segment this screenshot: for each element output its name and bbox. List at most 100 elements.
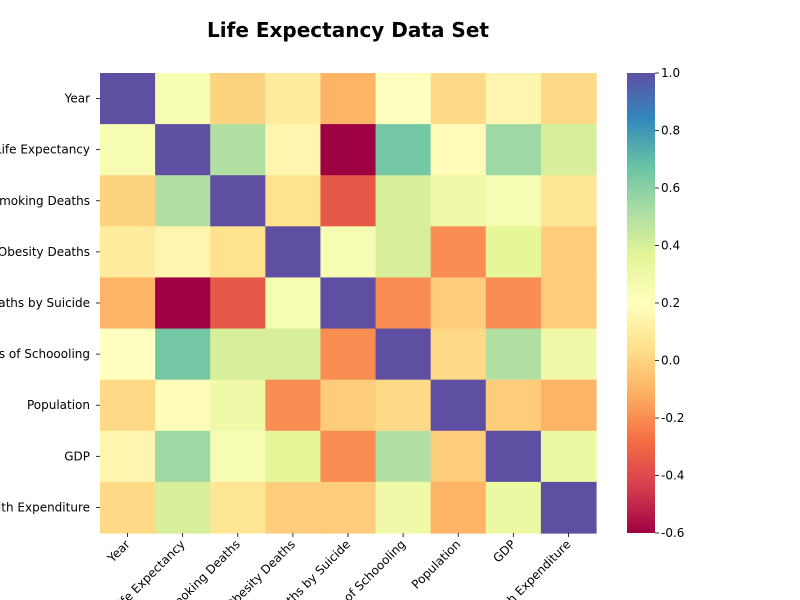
heatmap-cell bbox=[320, 124, 377, 176]
heatmap-cell bbox=[430, 73, 487, 125]
heatmap-cell bbox=[375, 175, 432, 227]
heatmap-cell bbox=[265, 175, 322, 227]
heatmap-cell bbox=[100, 73, 156, 125]
heatmap-cell bbox=[430, 430, 487, 483]
heatmap-cell bbox=[265, 430, 322, 483]
heatmap-cell bbox=[430, 379, 487, 432]
heatmap-cell bbox=[540, 328, 597, 381]
heatmap-cell bbox=[210, 175, 266, 227]
colorbar-tick-label: 0.4 bbox=[661, 239, 680, 253]
heatmap-cell bbox=[485, 430, 542, 483]
heatmap-cell bbox=[540, 73, 597, 125]
colorbar-tick-label: 0.8 bbox=[661, 124, 680, 138]
heatmap-cells bbox=[100, 73, 597, 534]
column-label: Population bbox=[409, 537, 463, 591]
heatmap-cell bbox=[430, 226, 487, 279]
heatmap-cell bbox=[265, 481, 322, 534]
heatmap-cell bbox=[540, 481, 597, 534]
heatmap-cell bbox=[100, 481, 156, 534]
heatmap-cell bbox=[430, 481, 487, 534]
heatmap-cell bbox=[375, 226, 432, 279]
heatmap-cell bbox=[430, 124, 487, 176]
colorbar-tick-label: -0.4 bbox=[661, 469, 684, 483]
heatmap-cell bbox=[320, 277, 377, 330]
row-label: Smoking Deaths bbox=[0, 194, 90, 208]
heatmap-cell bbox=[375, 277, 432, 330]
heatmap-cell bbox=[155, 175, 211, 227]
heatmap-cell bbox=[210, 379, 266, 432]
column-label: Year bbox=[104, 537, 133, 566]
heatmap-cell bbox=[210, 277, 266, 330]
heatmap-cell bbox=[485, 328, 542, 381]
heatmap-cell bbox=[210, 430, 266, 483]
heatmap-cell bbox=[485, 226, 542, 279]
heatmap-cell bbox=[540, 379, 597, 432]
heatmap-cell bbox=[430, 175, 487, 227]
heatmap-cell bbox=[100, 226, 156, 279]
heatmap-cell bbox=[210, 73, 266, 125]
row-label: Population bbox=[27, 398, 90, 412]
colorbar-ticks: -0.6 -0.4 -0.2 0.0 0.2 0.4 0.6 0.8 1.0 bbox=[655, 66, 684, 540]
row-label: Year bbox=[64, 92, 90, 106]
heatmap-cell bbox=[320, 175, 377, 227]
heatmap-cell bbox=[485, 277, 542, 330]
heatmap-cell bbox=[155, 430, 211, 483]
heatmap-cell bbox=[155, 328, 211, 381]
heatmap-cell bbox=[375, 328, 432, 381]
heatmap-cell bbox=[430, 328, 487, 381]
colorbar-gradient bbox=[627, 73, 655, 533]
heatmap-cell bbox=[210, 328, 266, 381]
heatmap-cell bbox=[540, 124, 597, 176]
row-label: Years of Schoooling bbox=[0, 347, 90, 361]
heatmap-cell bbox=[430, 277, 487, 330]
heatmap-cell bbox=[100, 175, 156, 227]
heatmap-cell bbox=[265, 226, 322, 279]
heatmap-cell bbox=[265, 379, 322, 432]
heatmap-cell bbox=[485, 175, 542, 227]
heatmap-cell bbox=[210, 481, 266, 534]
colorbar-tick-label: -0.6 bbox=[661, 526, 684, 540]
heatmap-cell bbox=[540, 226, 597, 279]
heatmap-cell bbox=[375, 124, 432, 176]
heatmap-cell bbox=[155, 226, 211, 279]
row-label: Obesity Deaths bbox=[0, 245, 90, 259]
heatmap-cell bbox=[320, 379, 377, 432]
heatmap-cell bbox=[265, 124, 322, 176]
heatmap-cell bbox=[485, 481, 542, 534]
column-label: GDP bbox=[490, 537, 518, 565]
heatmap-cell bbox=[100, 277, 156, 330]
heatmap-cell bbox=[375, 73, 432, 125]
row-label: Deaths by Suicide bbox=[0, 296, 90, 310]
heatmap-cell bbox=[155, 277, 211, 330]
heatmap-cell bbox=[320, 328, 377, 381]
heatmap-cell bbox=[100, 124, 156, 176]
heatmap-cell bbox=[155, 481, 211, 534]
heatmap-cell bbox=[265, 328, 322, 381]
heatmap-cell bbox=[485, 73, 542, 125]
heatmap-cell bbox=[100, 379, 156, 432]
colorbar-tick-label: 0.0 bbox=[661, 354, 680, 368]
heatmap-cell bbox=[155, 73, 211, 125]
heatmap-cell bbox=[210, 226, 266, 279]
heatmap-cell bbox=[320, 430, 377, 483]
heatmap-cell bbox=[100, 430, 156, 483]
heatmap-cell bbox=[320, 226, 377, 279]
row-label: GDP bbox=[64, 449, 90, 463]
colorbar-tick-label: 0.2 bbox=[661, 296, 680, 310]
heatmap-cell bbox=[375, 430, 432, 483]
heatmap-cell bbox=[320, 481, 377, 534]
heatmap-cell bbox=[320, 73, 377, 125]
column-label: Health Expenditure bbox=[482, 537, 574, 600]
heatmap-cell bbox=[265, 73, 322, 125]
row-label: Health Expenditure bbox=[0, 500, 90, 514]
heatmap-cell bbox=[375, 481, 432, 534]
colorbar-tick-label: -0.2 bbox=[661, 411, 684, 425]
heatmap-cell bbox=[540, 430, 597, 483]
heatmap-cell bbox=[485, 124, 542, 176]
colorbar: -0.6 -0.4 -0.2 0.0 0.2 0.4 0.6 0.8 1.0 bbox=[627, 66, 684, 540]
heatmap-cell bbox=[155, 124, 211, 176]
colorbar-tick-label: 1.0 bbox=[661, 66, 680, 80]
chart-title: Life Expectancy Data Set bbox=[207, 18, 489, 42]
